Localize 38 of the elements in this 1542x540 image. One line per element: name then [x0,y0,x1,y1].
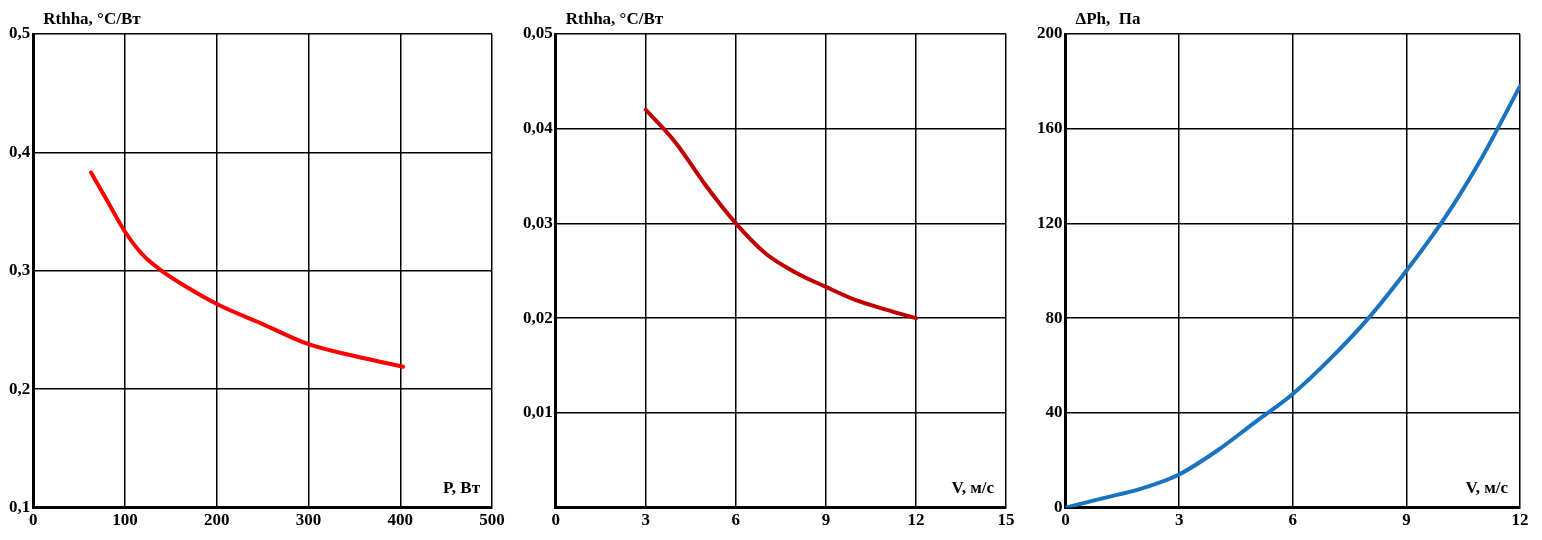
x-tick-label: 500 [479,510,505,530]
y-tick-label: 0,03 [523,212,553,232]
x-tick-label: 6 [1288,510,1297,530]
y-tick-label: 0,01 [523,402,553,422]
x-tick-label: 400 [387,510,413,530]
x-tick-label: 200 [204,510,230,530]
y-tick-label: 0,3 [9,260,31,280]
y-tick-label: 40 [1045,402,1063,422]
x-axis-title: P, Вт [442,478,481,498]
y-tick-label: 160 [1037,118,1063,138]
x-tick-label: 9 [1402,510,1411,530]
x-tick-label: 3 [1174,510,1184,530]
y-tick-label: 0,02 [523,307,553,327]
x-axis-title: V, м/с [951,478,995,498]
y-axis-title: Rthha, °C/Вт [565,8,664,28]
y-tick-label: 0,4 [9,141,31,161]
y-tick-label: 0,2 [9,378,31,398]
y-tick-label: 0 [1054,496,1063,516]
x-tick-label: 300 [295,510,322,530]
y-tick-label: 0,04 [523,118,554,138]
x-tick-label: 3 [641,510,651,530]
y-tick-label: 80 [1045,307,1063,327]
x-tick-label: 12 [907,510,925,530]
y-axis-title: ΔPh, Па [1075,8,1141,28]
y-axis-title: Rthha, °C/Вт [43,8,142,28]
y-tick-label: 0,1 [9,496,31,516]
x-axis-title: V, м/с [1465,478,1509,498]
x-tick-label: 9 [821,510,831,530]
x-tick-label: 100 [112,510,138,530]
x-tick-label: 15 [997,510,1015,530]
y-tick-label: 0,5 [9,23,31,43]
y-tick-label: 200 [1037,23,1063,43]
y-tick-label: 0,05 [523,23,553,43]
y-tick-label: 120 [1037,212,1063,232]
x-tick-label: 12 [1511,510,1529,530]
line-series [643,107,918,321]
line-series [89,170,405,369]
x-tick-label: 6 [731,510,741,530]
